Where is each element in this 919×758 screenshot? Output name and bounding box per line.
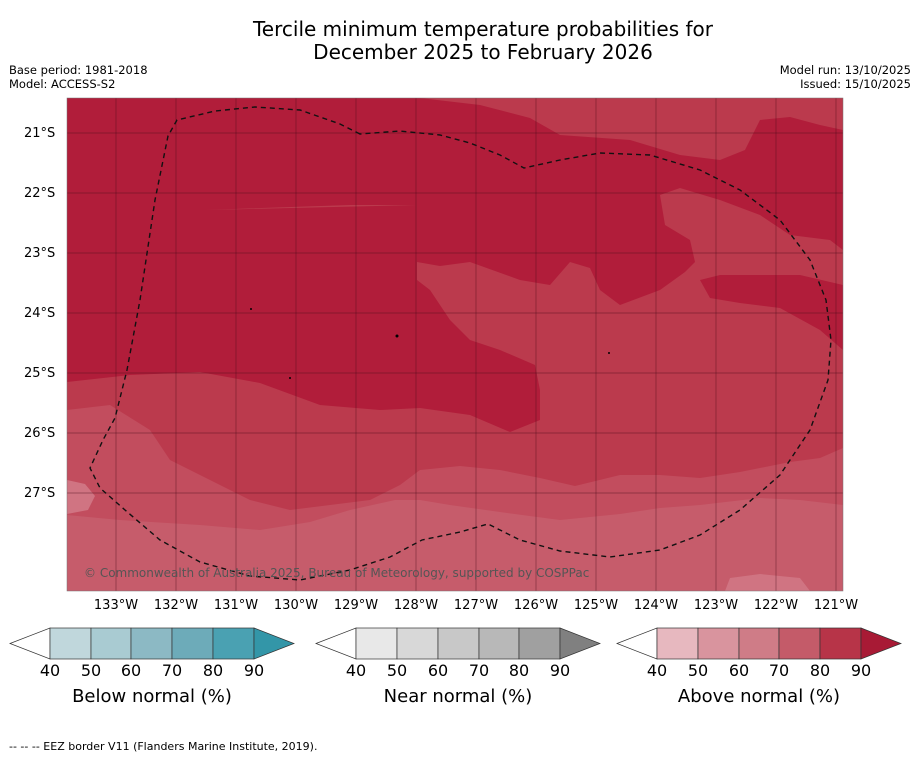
high-probability-region bbox=[67, 98, 843, 432]
meta-right: Model run: 13/10/2025 Issued: 15/10/2025 bbox=[780, 63, 911, 91]
colorbar-near-normal bbox=[315, 627, 601, 660]
colorbar-cell bbox=[738, 627, 780, 660]
colorbar-tick: 80 bbox=[508, 661, 530, 680]
colorbar-cell bbox=[697, 627, 740, 660]
colorbar-tick: 40 bbox=[39, 661, 61, 680]
model-name: Model: ACCESS-S2 bbox=[9, 77, 116, 91]
colorbar-below-normal bbox=[9, 627, 295, 660]
colorbar-high-arrow bbox=[559, 627, 601, 660]
colorbar-below-label: Below normal (%) bbox=[72, 686, 232, 707]
lon-label: 130°W bbox=[273, 598, 319, 613]
colorbar-tick: 70 bbox=[468, 661, 490, 680]
colorbar-tick: 40 bbox=[345, 661, 367, 680]
eez-legend-footer: -- -- -- EEZ border V11 (Flanders Marine… bbox=[9, 740, 318, 753]
lat-label: 26°S bbox=[24, 426, 56, 441]
probability-map: © Commonwealth of Australia 2025, Bureau… bbox=[66, 97, 844, 592]
colorbar-tick: 70 bbox=[768, 661, 790, 680]
colorbar-cell bbox=[90, 627, 132, 660]
colorbar-tick: 90 bbox=[243, 661, 265, 680]
colorbar-low-arrow bbox=[9, 627, 51, 660]
copyright-text: © Commonwealth of Australia 2025, Bureau… bbox=[84, 566, 589, 580]
islands bbox=[250, 308, 610, 379]
colorbar-tick: 50 bbox=[386, 661, 408, 680]
lon-label: 122°W bbox=[753, 598, 799, 613]
lon-label: 123°W bbox=[693, 598, 739, 613]
lat-label: 24°S bbox=[24, 306, 56, 321]
lon-label: 121°W bbox=[813, 598, 859, 613]
colorbar-tick: 90 bbox=[549, 661, 571, 680]
colorbar-cell bbox=[518, 627, 561, 660]
lon-label: 132°W bbox=[153, 598, 199, 613]
colorbar-low-arrow bbox=[616, 627, 658, 660]
issued-date: Issued: 15/10/2025 bbox=[800, 77, 911, 91]
lon-label: 124°W bbox=[633, 598, 679, 613]
lon-label: 128°W bbox=[393, 598, 439, 613]
colorbar-cell bbox=[49, 627, 92, 660]
lon-label: 127°W bbox=[453, 598, 499, 613]
base-period: Base period: 1981-2018 bbox=[9, 63, 148, 77]
map-title: Tercile minimum temperature probabilitie… bbox=[0, 18, 919, 64]
colorbar-high-arrow bbox=[253, 627, 295, 660]
lon-label: 129°W bbox=[333, 598, 379, 613]
colorbar-near-label: Near normal (%) bbox=[383, 686, 533, 707]
colorbar-cell bbox=[819, 627, 862, 660]
lon-label: 126°W bbox=[513, 598, 559, 613]
colorbar-tick: 60 bbox=[120, 661, 142, 680]
colorbar-tick: 50 bbox=[80, 661, 102, 680]
colorbar-cell bbox=[171, 627, 214, 660]
colorbar-cell bbox=[396, 627, 439, 660]
colorbar-tick: 80 bbox=[202, 661, 224, 680]
lon-label: 131°W bbox=[213, 598, 259, 613]
colorbar-cell bbox=[355, 627, 398, 660]
colorbar-above-normal bbox=[616, 627, 902, 660]
colorbar-tick: 70 bbox=[161, 661, 183, 680]
map-frame bbox=[66, 97, 844, 592]
lon-label: 133°W bbox=[93, 598, 139, 613]
colorbar-tick: 80 bbox=[809, 661, 831, 680]
colorbar-cell bbox=[656, 627, 699, 660]
colorbar-cell bbox=[212, 627, 255, 660]
colorbar-low-arrow bbox=[315, 627, 357, 660]
colorbar-high-arrow bbox=[860, 627, 902, 660]
colorbar-cell bbox=[437, 627, 480, 660]
colorbars bbox=[9, 627, 902, 660]
map-fill-layers bbox=[67, 98, 843, 591]
colorbar-above-label: Above normal (%) bbox=[677, 686, 841, 707]
title-line-2: December 2025 to February 2026 bbox=[313, 40, 653, 64]
colorbar-cell bbox=[130, 627, 173, 660]
colorbar-tick: 60 bbox=[427, 661, 449, 680]
meta-left: Base period: 1981-2018 Model: ACCESS-S2 bbox=[9, 63, 148, 91]
lat-label: 21°S bbox=[24, 126, 56, 141]
title-line-1: Tercile minimum temperature probabilitie… bbox=[252, 17, 714, 41]
colorbar-tick: 40 bbox=[646, 661, 668, 680]
lat-label: 25°S bbox=[24, 366, 56, 381]
lowest-probability-patch bbox=[67, 480, 810, 591]
lat-label: 22°S bbox=[24, 186, 56, 201]
colorbar-cell bbox=[778, 627, 821, 660]
lon-label: 125°W bbox=[573, 598, 619, 613]
colorbar-tick: 90 bbox=[850, 661, 872, 680]
colorbar-tick: 60 bbox=[728, 661, 750, 680]
map-gridlines bbox=[67, 98, 843, 591]
lat-label: 27°S bbox=[24, 486, 56, 501]
lat-label: 23°S bbox=[24, 246, 56, 261]
model-run: Model run: 13/10/2025 bbox=[779, 63, 911, 77]
colorbar-tick: 50 bbox=[687, 661, 709, 680]
colorbar-cell bbox=[478, 627, 520, 660]
low-probability-region bbox=[67, 498, 843, 591]
